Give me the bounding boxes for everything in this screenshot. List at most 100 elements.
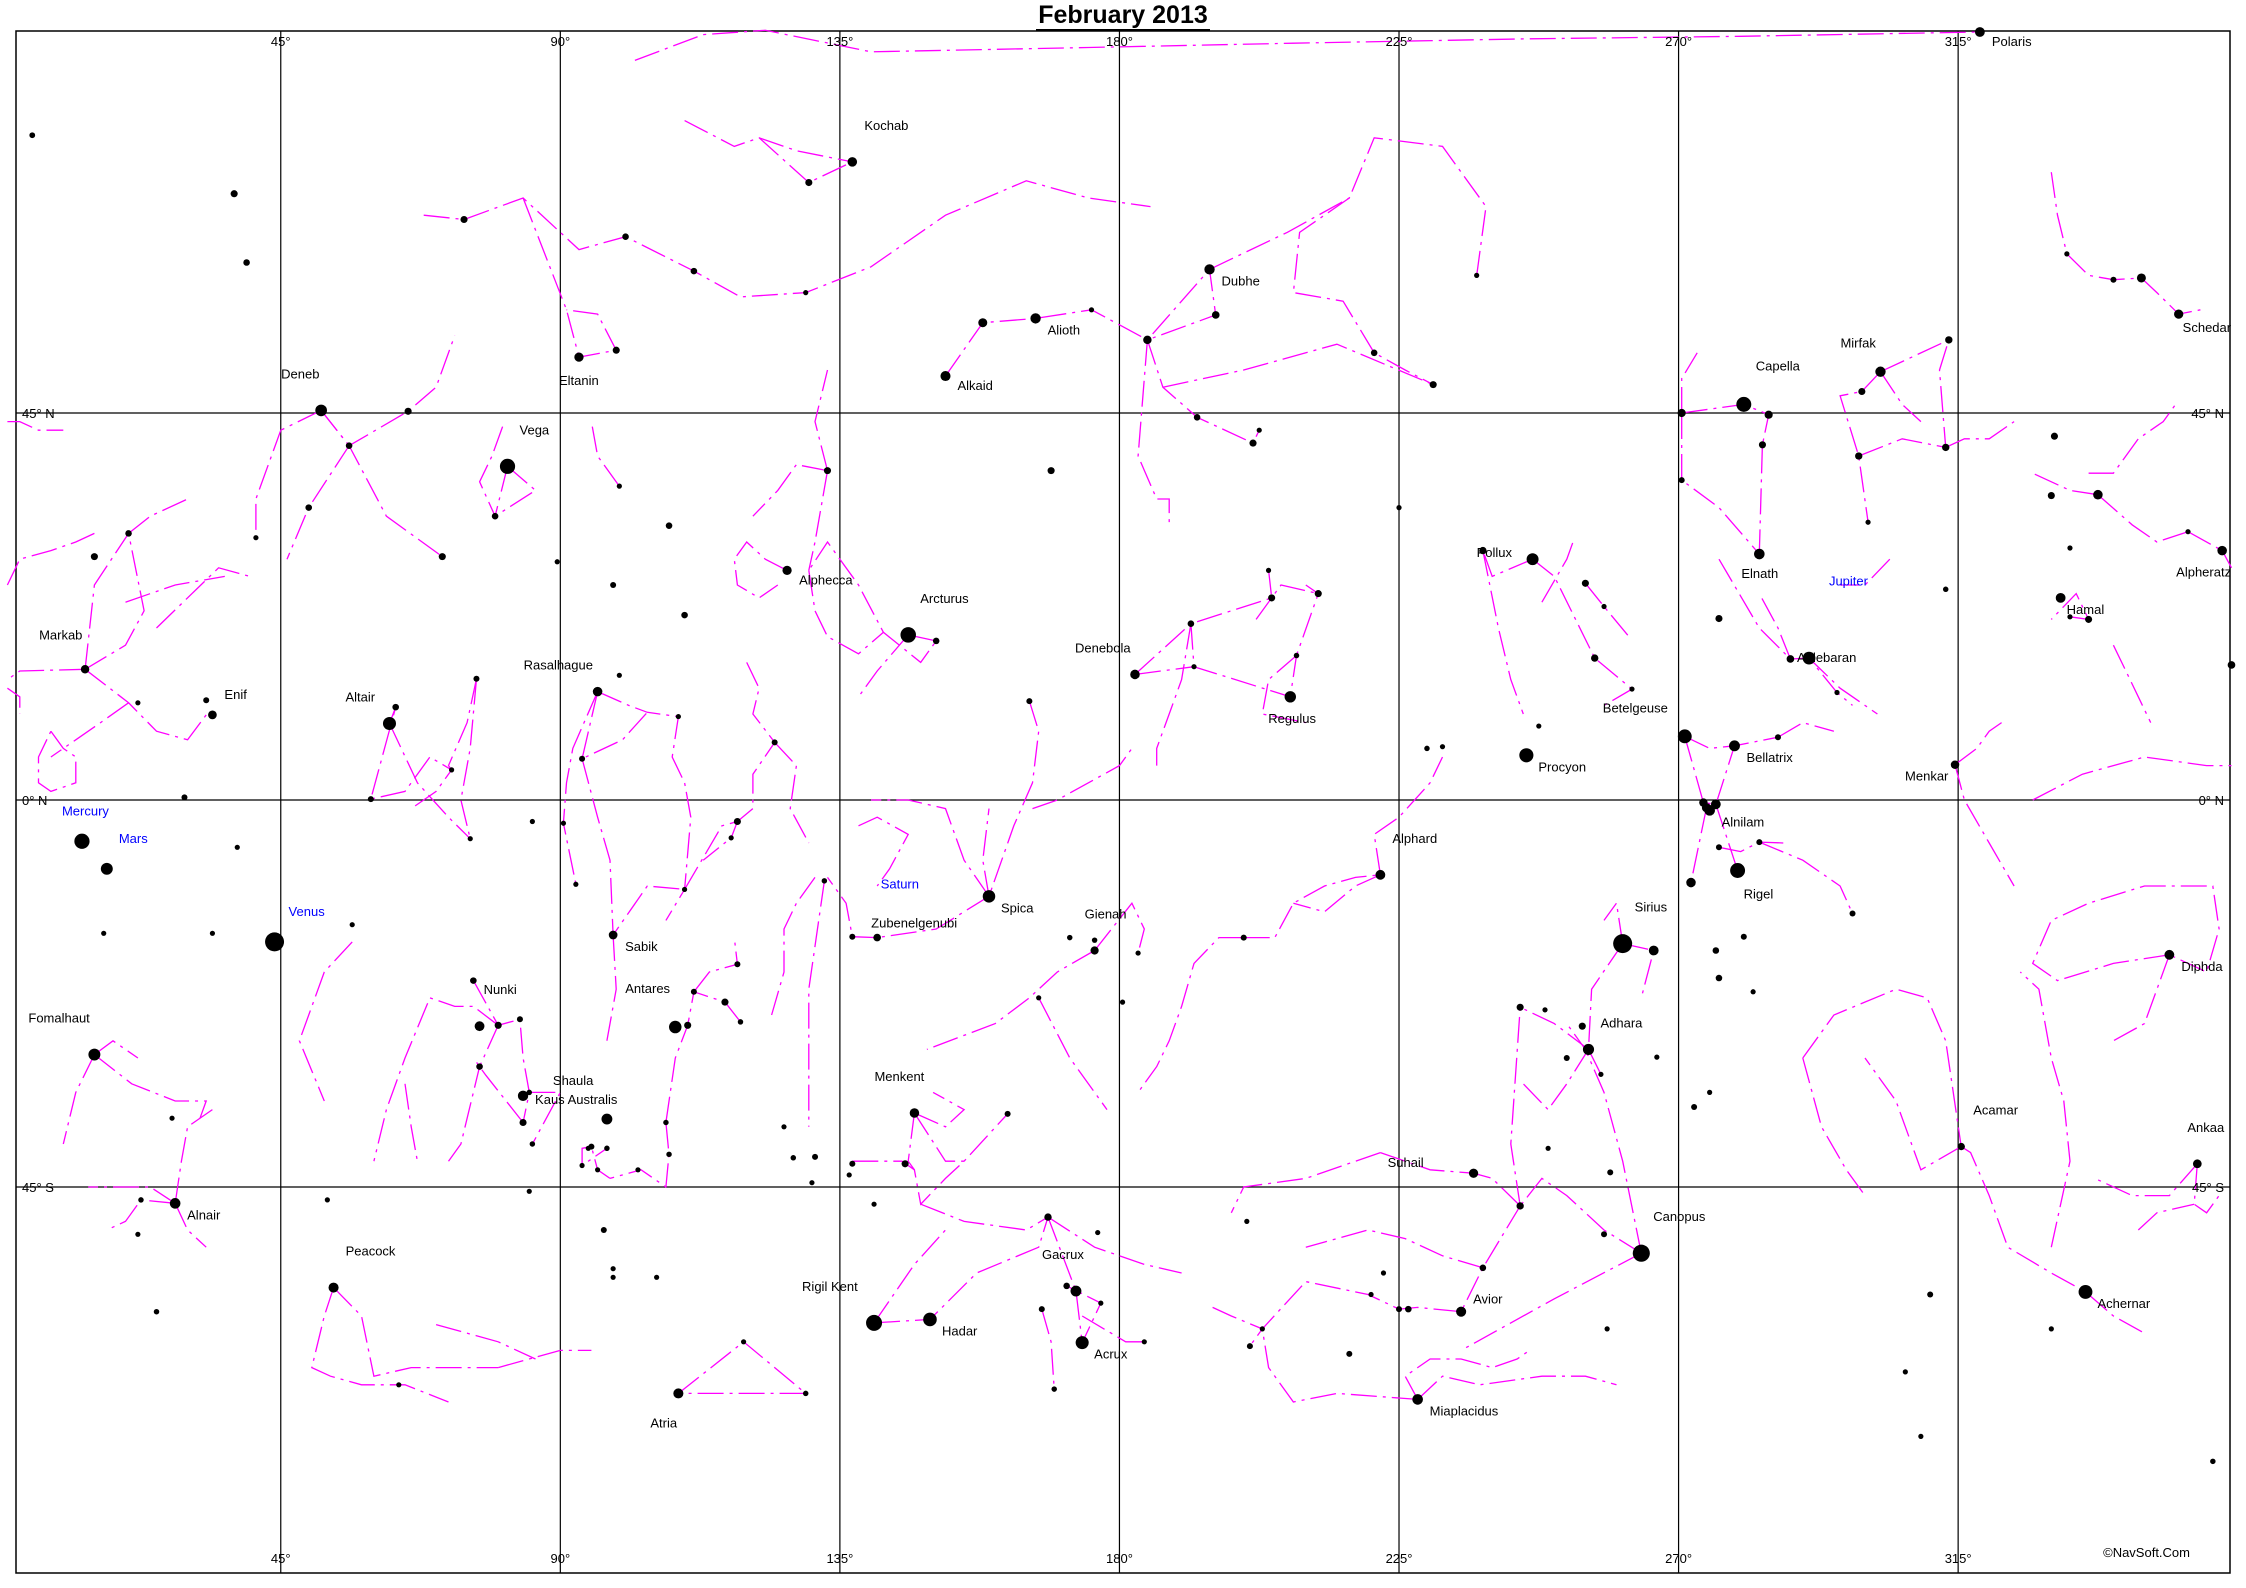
constellation-line [1566,1023,1642,1254]
constellation-line [1802,1057,1866,1196]
constellation-line [1094,901,1145,954]
constellation-line [808,570,884,655]
star-alphard [1375,869,1386,880]
constellation-line [873,1229,946,1324]
constellation-line [774,741,810,844]
star [1545,1145,1551,1151]
star [803,290,809,296]
star [324,1197,330,1203]
constellation-line [634,29,1980,62]
axis-labels: 45° 45° 90° 90° 135° 135° 180° 180° 225° 225° 270°… [22,34,2224,1566]
constellation-line [733,541,788,599]
constellation-line [1681,413,1760,555]
star [1368,1291,1374,1298]
constellation-line [2019,971,2071,1248]
star [2047,492,2055,500]
star [616,672,622,678]
star-label: Acamar [1973,1103,2018,1118]
star [734,961,741,968]
star [473,675,480,682]
constellation-line [2112,644,2152,723]
star [2064,251,2070,257]
star [728,835,734,841]
star [392,703,399,711]
constellation-line [1758,593,1792,660]
constellation-line [944,267,1217,377]
ra-label-bottom: 225° [1386,1551,1413,1566]
star-label: Gienah [1085,907,1127,922]
map-frame [15,30,2231,1574]
ra-label-bottom: 270° [1665,1551,1692,1566]
constellation-line [926,949,1095,1051]
ra-label-top: 45° [271,34,291,49]
star [1187,620,1195,627]
star [529,1141,536,1147]
star [1712,947,1720,954]
constellation-line [1162,343,1434,388]
constellation-line [826,877,878,939]
star-dubhe [1204,264,1215,275]
star-label: Regulus [1268,711,1316,726]
star [684,1021,692,1029]
constellation-line [128,498,188,534]
star [665,522,673,529]
ra-label-top: 270° [1665,34,1692,49]
star [1191,664,1197,670]
star [2050,432,2058,440]
star-hadar [923,1312,937,1327]
constellation-line [562,691,599,885]
star-label: Menkar [1905,769,1949,784]
star [404,407,412,415]
constellation-line [1380,1151,1474,1174]
star [494,1021,502,1029]
constellation-line [2050,172,2068,255]
star [253,535,259,541]
constellation-line [2094,1163,2198,1197]
star [932,637,940,645]
constellation-line [808,880,826,1127]
constellation-line [1960,1146,2145,1334]
star [1578,1022,1586,1030]
star [1259,1326,1265,1332]
constellation-line [404,1083,419,1162]
star [1516,1202,1524,1210]
star-label: Sirius [1635,900,1668,915]
star [396,1382,402,1388]
star-fomalhaut [88,1048,101,1061]
star [153,1308,160,1315]
star [101,930,107,936]
star [1945,336,1953,344]
star-label: Markab [39,627,82,642]
star-label: Fomalhaut [28,1011,90,1026]
star [560,820,567,826]
constellation-line [814,369,829,471]
star-rigel [1730,863,1746,878]
star [740,1339,747,1345]
constellation-line [2187,531,2233,569]
dec-label-left: 45° N [22,406,55,421]
star-label: Kaus Australis [535,1092,618,1107]
star [737,1019,744,1025]
constellation-line [1522,1049,1590,1111]
star-adhara [1582,1043,1595,1055]
constellation-line [1954,722,2002,766]
star [610,1274,616,1280]
constellation-line [770,877,816,1016]
ra-label-bottom: 315° [1945,1551,1972,1566]
star-label: Dubhe [1222,273,1260,288]
star [1429,381,1437,389]
star [1542,1007,1548,1013]
star [1764,410,1773,419]
constellation-line [752,463,828,517]
star-kaus-australis [517,1090,529,1102]
star [449,767,455,773]
star [1098,1300,1104,1306]
star [1715,614,1723,623]
star [1927,1291,1934,1298]
star-shaula [601,1113,613,1125]
star [1601,1231,1608,1238]
star [1380,1270,1387,1276]
constellation-line [84,668,207,741]
star [1249,439,1257,447]
chart-title-text: February 2013 [1036,1,1210,31]
